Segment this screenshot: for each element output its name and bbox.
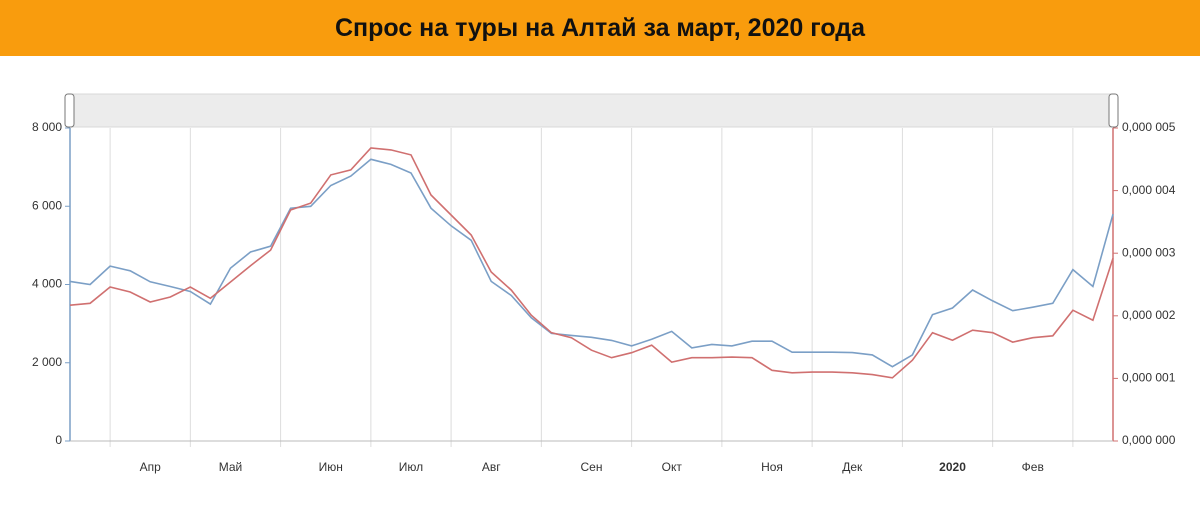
x-tick-label: Авг	[482, 460, 501, 474]
y2-tick-label: 0,000 005	[1122, 120, 1176, 134]
x-tick-label: Апр	[140, 460, 162, 474]
x-tick-label: Фев	[1022, 460, 1044, 474]
y-tick-label: 4 000	[32, 277, 62, 291]
x-tick-label: Май	[219, 460, 243, 474]
series-line	[69, 158, 1114, 368]
scrollbar[interactable]	[69, 93, 1114, 128]
x-tick-label: Июл	[399, 460, 423, 474]
x-tick-label: 2020	[939, 460, 966, 474]
x-tick-label: Дек	[842, 460, 863, 474]
y-tick-label: 2 000	[32, 355, 62, 369]
x-tick-label: Ноя	[761, 460, 783, 474]
chart: 0 2 000 4 000 6 000 8 000 0,000 000 0,000 001 0…	[32, 93, 1176, 474]
y-tick-label: 0	[55, 433, 62, 447]
scroll-handle-right[interactable]	[1108, 93, 1119, 128]
x-tick-label: Сен	[581, 460, 603, 474]
scroll-handle-left[interactable]	[64, 93, 75, 128]
x-tick-label: Июн	[319, 460, 343, 474]
title-banner: Спрос на туры на Алтай за март, 2020 год…	[0, 0, 1200, 56]
y2-tick-label: 0,000 003	[1122, 245, 1176, 259]
y-tick-label: 8 000	[32, 120, 62, 134]
y-tick-label: 6 000	[32, 198, 62, 212]
y2-tick-label: 0,000 000	[1122, 433, 1176, 447]
x-tick-label: Окт	[662, 460, 683, 474]
chart-title: Спрос на туры на Алтай за март, 2020 год…	[334, 13, 866, 42]
y2-tick-label: 0,000 001	[1122, 371, 1176, 385]
y2-tick-label: 0,000 002	[1122, 308, 1176, 322]
series-line	[69, 147, 1114, 379]
y2-tick-label: 0,000 004	[1122, 183, 1176, 197]
